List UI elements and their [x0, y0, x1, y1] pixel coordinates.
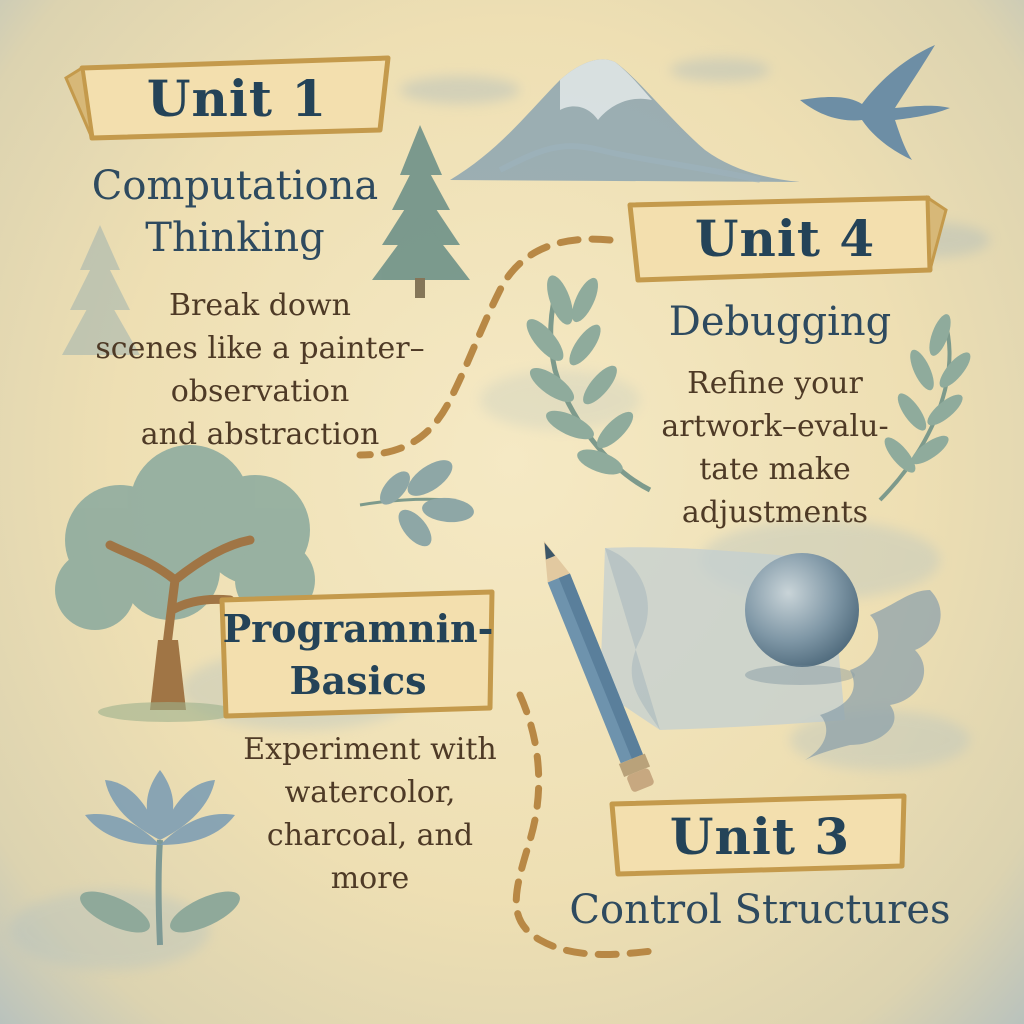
laurel-branch-icon	[526, 275, 652, 493]
path-dash-lower	[512, 691, 664, 958]
unit1-title-line: Thinking	[145, 215, 325, 261]
unit2-title-line: Basics	[289, 658, 427, 703]
leaf-sprig-icon	[359, 460, 474, 547]
unit4-label: Unit 4	[694, 209, 876, 268]
banner-unit2	[219, 589, 495, 719]
unit1-body-line: observation	[170, 374, 350, 409]
banner-unit4	[627, 195, 948, 283]
unit1-body-line: and abstraction	[140, 417, 380, 452]
unit1-description: Break down scenes like a painter– observ…	[90, 284, 430, 456]
laurel-branch-right-icon	[878, 314, 971, 502]
unit2-body-line: watercolor,	[284, 775, 456, 810]
unit2-body-line: charcoal, and	[266, 818, 474, 853]
unit2-title: Programnin- Basics	[222, 603, 494, 707]
unit3-title: Control Structures	[540, 884, 980, 936]
unit3-label: Unit 3	[669, 807, 851, 866]
unit2-title-line: Programnin-	[222, 606, 494, 651]
unit4-body-line: artwork–evalu-	[661, 409, 889, 444]
smoke-icon	[805, 590, 941, 760]
unit1-title: Computationa Thinking	[60, 160, 410, 264]
unit4-body-line: Refine your	[687, 366, 863, 401]
oak-tree-icon	[55, 445, 315, 722]
unit4-body-line: adjustments	[681, 495, 869, 530]
banner-unit3	[609, 793, 907, 877]
paper-sphere-icon	[600, 547, 859, 730]
pencil-icon	[543, 540, 654, 792]
unit2-body-line: more	[330, 861, 410, 896]
unit4-body-line: tate make	[699, 452, 851, 487]
unit1-body-line: scenes like a painter–	[95, 331, 425, 366]
unit1-title-line: Computationa	[91, 163, 379, 209]
unit2-description: Experiment with watercolor, charcoal, an…	[210, 728, 530, 900]
unit4-title: Debugging	[630, 296, 930, 348]
mountain-icon	[450, 59, 800, 183]
unit3-title-line: Control Structures	[569, 887, 951, 933]
banner-unit1	[64, 55, 391, 141]
unit1-label: Unit 1	[146, 69, 328, 128]
unit2-body-line: Experiment with	[243, 732, 497, 767]
unit4-title-line: Debugging	[668, 299, 892, 345]
lotus-icon	[80, 770, 240, 946]
unit1-body-line: Break down	[168, 288, 351, 323]
pine-tree-icon	[372, 125, 470, 298]
path-dash-upper	[356, 235, 614, 459]
unit4-description: Refine your artwork–evalu- tate make adj…	[620, 362, 930, 534]
bird-icon	[800, 45, 950, 160]
background-pine-icon	[62, 225, 140, 355]
